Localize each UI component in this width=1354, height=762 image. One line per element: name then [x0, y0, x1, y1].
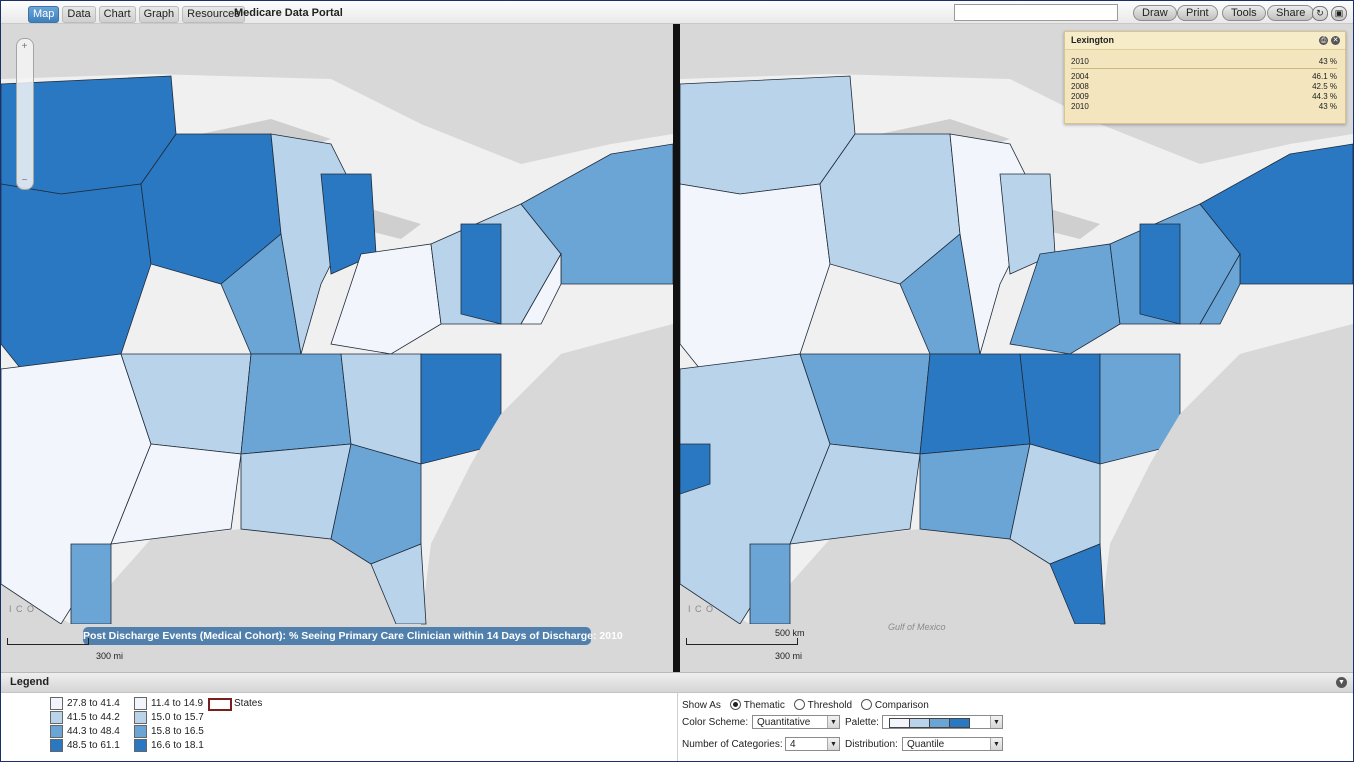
- radio-icon[interactable]: [793, 699, 805, 710]
- legend-swatch: [134, 739, 147, 752]
- show-as-label: Show As: [682, 700, 721, 711]
- chevron-down-icon[interactable]: ▼: [1336, 677, 1347, 688]
- scale-label-mi: 300 mi: [775, 651, 803, 661]
- num-categories-select[interactable]: 4 ▼: [785, 737, 840, 751]
- palette-select[interactable]: ▼: [882, 715, 1003, 729]
- popup-title: Lexington: [1065, 32, 1345, 50]
- zoom-out-icon[interactable]: −: [21, 175, 28, 186]
- scale-bar: [686, 638, 798, 645]
- gulf-label: Gulf of Mexico: [888, 622, 946, 632]
- states-swatch: [208, 698, 232, 711]
- popup-value: 43 %: [1318, 102, 1337, 111]
- radio-icon[interactable]: [860, 699, 872, 710]
- popup-value: 44.3 %: [1312, 92, 1337, 101]
- legend-divider: [677, 693, 678, 761]
- popup-year: 2010: [1071, 57, 1089, 66]
- refresh-icon[interactable]: ↻: [1312, 6, 1328, 21]
- chevron-down-icon[interactable]: ▼: [827, 716, 839, 728]
- palette-swatch: [949, 718, 970, 728]
- map-divider[interactable]: [673, 24, 680, 672]
- chevron-down-icon[interactable]: ▼: [990, 738, 1002, 750]
- popup-year: 2010: [1071, 102, 1089, 111]
- popup-history-row: 2004 46.1 %: [1071, 72, 1337, 82]
- window-icon[interactable]: ▣: [1331, 6, 1347, 21]
- chevron-down-icon[interactable]: ▼: [990, 716, 1002, 728]
- draw-button[interactable]: Draw: [1133, 5, 1177, 21]
- map-edge-label: I C O: [9, 604, 36, 614]
- map-edge-label: I C O: [688, 604, 715, 614]
- tab-resources[interactable]: Resources: [182, 6, 245, 23]
- popup-year: 2009: [1071, 92, 1089, 101]
- color-scheme-select[interactable]: Quantitative ▼: [752, 715, 840, 729]
- popup-value: 43 %: [1318, 57, 1337, 66]
- tab-graph[interactable]: Graph: [138, 6, 180, 23]
- legend-swatch: [134, 711, 147, 724]
- map-title-banner: Post Discharge Events (Medical Cohort): …: [83, 627, 623, 645]
- info-popup[interactable]: Lexington ⎙ ✕ 2010 43 % 2004 46.1 % 2008…: [1064, 31, 1346, 124]
- zoom-slider[interactable]: + −: [16, 38, 34, 190]
- popup-value: 46.1 %: [1312, 72, 1337, 81]
- legend-swatch: [134, 697, 147, 710]
- show-as-group: Show As Thematic Threshold Comparison: [682, 699, 929, 711]
- popup-history-row: 2008 42.5 %: [1071, 82, 1337, 92]
- left-map-canvas: [1, 24, 673, 672]
- popup-year: 2004: [1071, 72, 1089, 81]
- popup-close-icon[interactable]: ✕: [1331, 36, 1340, 45]
- legend-header[interactable]: Legend ▼: [1, 672, 1353, 693]
- distribution-select[interactable]: Quantile ▼: [902, 737, 1003, 751]
- scale-label: 300 mi: [96, 651, 124, 661]
- distribution-label: Distribution:: [845, 739, 898, 750]
- print-button[interactable]: Print: [1177, 5, 1218, 21]
- scale-bar: [7, 638, 89, 645]
- tools-button[interactable]: Tools: [1222, 5, 1266, 21]
- palette-swatch: [929, 718, 950, 728]
- popup-history-row: 2009 44.3 %: [1071, 92, 1337, 102]
- legend-swatch: [50, 725, 63, 738]
- palette-swatch: [889, 718, 910, 728]
- radio-threshold[interactable]: Threshold: [793, 699, 852, 711]
- num-categories-label: Number of Categories:: [682, 739, 783, 750]
- color-scheme-label: Color Scheme:: [682, 717, 749, 728]
- legend-swatch: [134, 725, 147, 738]
- radio-thematic[interactable]: Thematic: [729, 699, 785, 711]
- palette-label: Palette:: [845, 717, 879, 728]
- right-map[interactable]: I C O Gulf of Mexico 500 km 300 mi: [680, 24, 1353, 672]
- legend-swatch: [50, 697, 63, 710]
- scale-label-km: 500 km: [775, 628, 805, 638]
- radio-selected-icon[interactable]: [729, 699, 741, 710]
- popup-year: 2008: [1071, 82, 1089, 91]
- legend-title: Legend: [10, 676, 50, 688]
- popup-history-row: 2010 43 %: [1071, 102, 1337, 112]
- tab-map[interactable]: Map: [28, 6, 60, 23]
- app-title: Medicare Data Portal: [234, 7, 343, 19]
- legend-swatch: [50, 711, 63, 724]
- legend-swatch: [50, 739, 63, 752]
- view-tabs: Map Data Chart Graph Resources: [28, 6, 245, 23]
- radio-comparison[interactable]: Comparison: [860, 699, 929, 711]
- popup-divider: [1071, 68, 1337, 69]
- chevron-down-icon[interactable]: ▼: [827, 738, 839, 750]
- zoom-in-icon[interactable]: +: [21, 41, 28, 52]
- tab-data[interactable]: Data: [62, 6, 96, 23]
- popup-value: 42.5 %: [1312, 82, 1337, 91]
- share-button[interactable]: Share: [1267, 5, 1315, 21]
- popup-current-row: 2010 43 %: [1071, 57, 1337, 67]
- popup-print-icon[interactable]: ⎙: [1319, 36, 1328, 45]
- search-input[interactable]: [954, 4, 1118, 21]
- palette-swatch: [909, 718, 930, 728]
- left-map[interactable]: + − I C O Post Discharge Events (Medical…: [1, 24, 673, 672]
- top-toolbar: Map Data Chart Graph Resources Medicare …: [1, 1, 1353, 24]
- tab-chart[interactable]: Chart: [98, 6, 136, 23]
- right-map-canvas: [680, 24, 1353, 672]
